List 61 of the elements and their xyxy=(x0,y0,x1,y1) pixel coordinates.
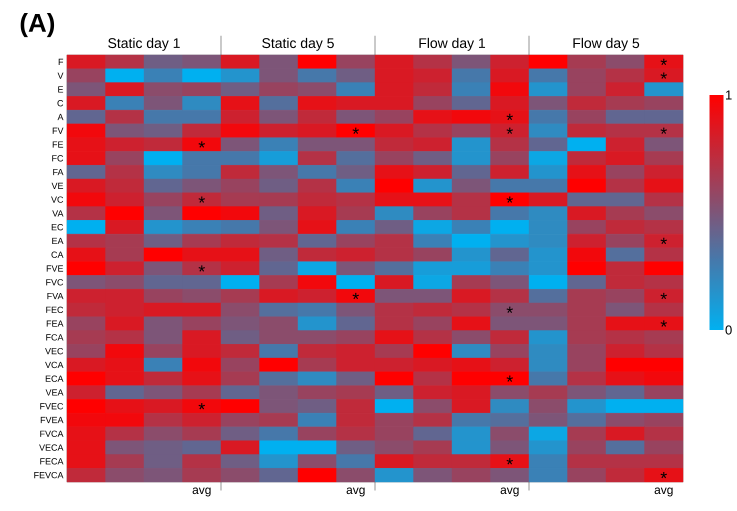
data-label: * xyxy=(660,472,667,478)
x-tick-label: avg xyxy=(192,488,211,496)
y-tick-label: FVCA xyxy=(40,430,64,437)
data-label: * xyxy=(660,292,667,300)
y-tick-label: VECA xyxy=(39,444,64,451)
data-label: * xyxy=(352,292,359,300)
y-tick-label: FE xyxy=(52,141,64,148)
y-tick-label: FCA xyxy=(46,334,64,341)
color-bar-label: 0 xyxy=(726,325,732,335)
data-label: * xyxy=(198,141,205,148)
text: Static day 5 xyxy=(262,38,334,51)
data-label: * xyxy=(660,72,667,79)
y-tick-label: C xyxy=(57,100,64,106)
y-tick-label: FEA xyxy=(46,320,64,327)
y-tick-label: FV xyxy=(52,128,64,134)
y-tick-label: VEC xyxy=(45,348,64,354)
y-tick-label: FA xyxy=(53,168,64,176)
y-tick-label: FVEA xyxy=(40,416,64,424)
y-tick-label: FVC xyxy=(46,279,64,286)
text: Flow day 1 xyxy=(419,38,486,51)
x-tick-label: avg xyxy=(346,488,365,496)
y-tick-label: FEVCA xyxy=(34,472,64,478)
y-tick-label: VA xyxy=(52,210,64,216)
x-tick-label: avg xyxy=(500,488,519,496)
y-tick-label: V xyxy=(58,72,64,79)
y-tick-label: ECA xyxy=(46,376,64,382)
data-label: * xyxy=(506,458,513,464)
text: Static day 1 xyxy=(108,38,180,51)
y-tick-label: VE xyxy=(52,182,64,189)
y-tick-label: VEA xyxy=(46,389,64,396)
y-tick-label: FC xyxy=(52,155,64,162)
data-label: * xyxy=(660,320,667,327)
data-label: * xyxy=(506,128,513,134)
y-tick-label: F xyxy=(58,58,64,65)
data-label: * xyxy=(352,128,359,134)
text: Flow day 5 xyxy=(573,38,640,51)
data-label: * xyxy=(198,196,205,203)
data-label: * xyxy=(506,196,513,203)
data-label: * xyxy=(506,306,513,313)
y-tick-label: EA xyxy=(52,238,64,244)
y-tick-label: VC xyxy=(51,196,64,203)
y-tick-label: VCA xyxy=(45,362,64,368)
data-label: * xyxy=(506,114,513,120)
y-tick-label: E xyxy=(58,86,64,93)
y-tick-label: EC xyxy=(52,224,64,230)
color-bar-label: 1 xyxy=(726,90,732,100)
y-tick-label: FVA xyxy=(47,292,64,300)
data-label: * xyxy=(660,128,667,134)
y-tick-label: CA xyxy=(51,252,64,258)
data-label: * xyxy=(660,58,667,66)
y-tick-label: A xyxy=(58,114,64,120)
data-label: * xyxy=(506,376,513,382)
y-tick-label: FVE xyxy=(46,265,64,272)
data-label: * xyxy=(198,403,205,410)
text: (A) xyxy=(20,13,54,38)
y-tick-label: FECA xyxy=(40,458,64,465)
y-tick-label: FVEC xyxy=(40,403,64,410)
y-tick-label: FEC xyxy=(46,306,64,314)
data-label: * xyxy=(198,265,205,272)
data-label: * xyxy=(660,238,667,244)
x-tick-label: avg xyxy=(654,488,673,496)
